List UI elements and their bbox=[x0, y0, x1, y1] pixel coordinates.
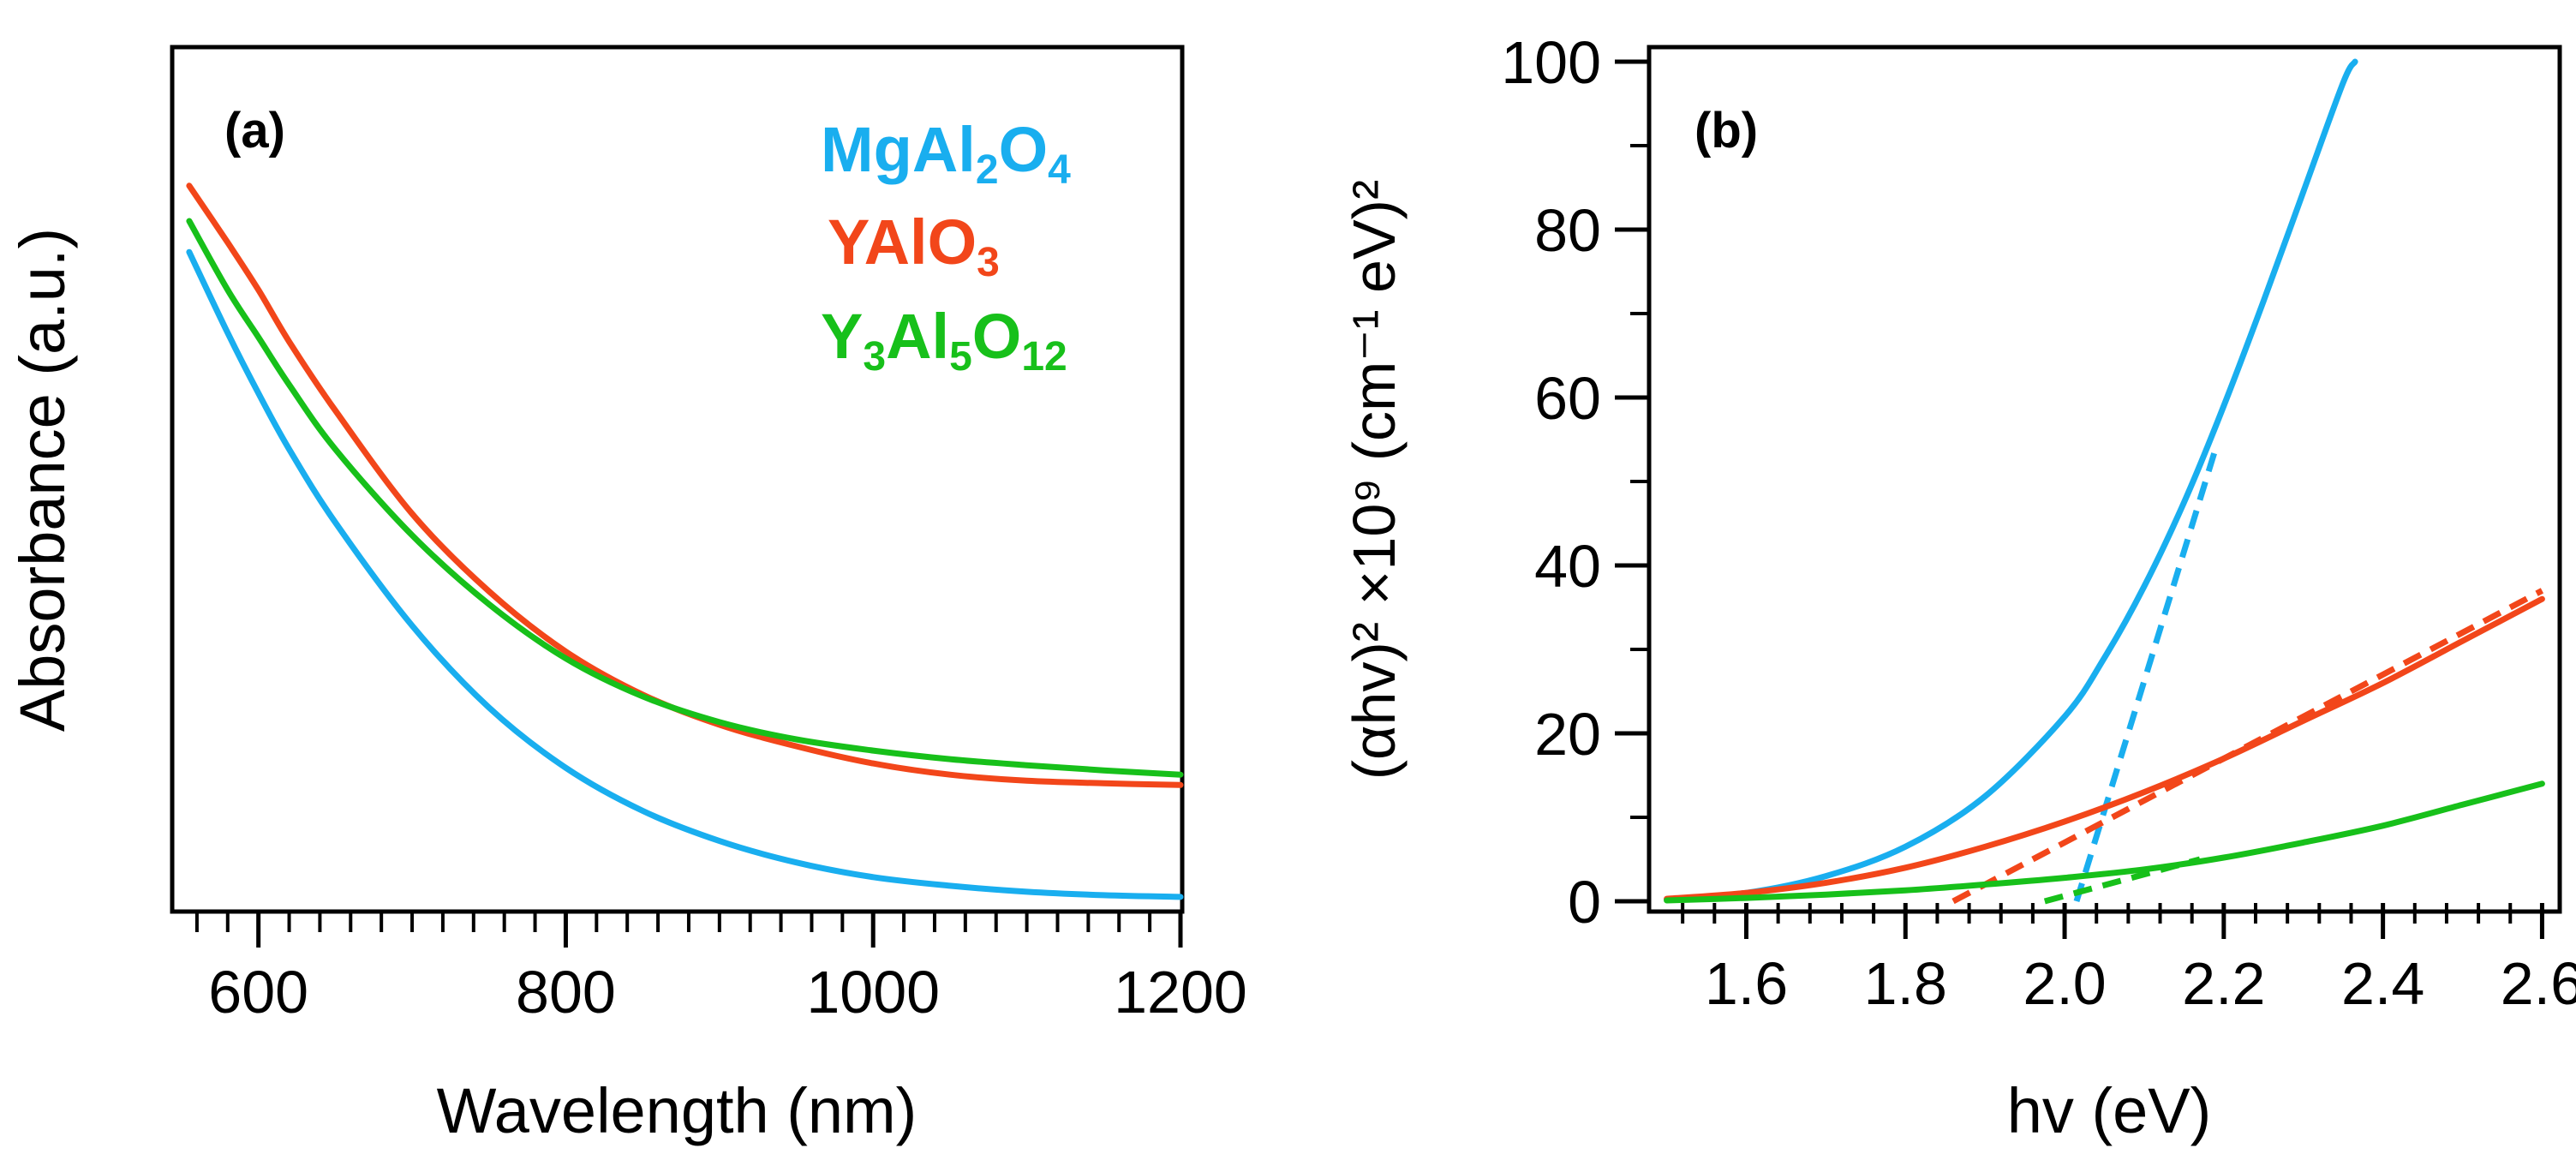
panel-a-y-axis-label: Absorbance (a.u.) bbox=[7, 228, 78, 732]
legend-mgal2o4-part2: O bbox=[999, 114, 1049, 185]
legend-entry-mgal2o4: MgAl2O4 bbox=[821, 114, 1071, 193]
panel-b-x-tick-label: 2.6 bbox=[2501, 950, 2576, 1017]
panel-b: 1.6 1.8 2.0 2.2 2.4 2.6 0 20 40 60 80 100 (b) hv (… bbox=[1341, 29, 2576, 1146]
fit-line-mgal2o4-fit bbox=[2073, 446, 2219, 903]
legend-y3al5o12-sub2: 5 bbox=[949, 334, 972, 380]
panel-b-x-tick-label: 1.6 bbox=[1705, 950, 1788, 1017]
panel-b-label: (b) bbox=[1694, 103, 1758, 158]
legend-yalo3-sub1: 3 bbox=[977, 240, 1000, 285]
panel-a-curves bbox=[186, 182, 1184, 900]
legend-mgal2o4-part1: MgAl bbox=[821, 114, 976, 185]
panel-b-x-tick-label: 2.2 bbox=[2182, 950, 2265, 1017]
panel-b-x-tick-label: 1.8 bbox=[1864, 950, 1947, 1017]
panel-b-y-tick-label: 60 bbox=[1534, 365, 1601, 432]
panel-b-curves bbox=[1664, 58, 2545, 904]
panel-b-x-tick-label: 2.0 bbox=[2023, 950, 2106, 1017]
legend-y3al5o12-part1: Y bbox=[821, 301, 863, 372]
panel-a-series-mgal2o4 bbox=[186, 248, 1184, 900]
legend-entry-yalo3: YAlO3 bbox=[828, 206, 1000, 285]
panel-b-y-ticks: 0 20 40 60 80 100 bbox=[1501, 29, 1649, 936]
panel-a: 600 800 1000 1200 (a) Wavelength (nm) Absor… bbox=[7, 45, 1247, 1146]
panel-a-label: (a) bbox=[224, 103, 285, 158]
panel-b-y-tick-label: 0 bbox=[1568, 869, 1601, 936]
legend-entry-y3al5o12: Y3Al5O12 bbox=[821, 301, 1067, 380]
panel-b-y-tick-label: 40 bbox=[1534, 533, 1601, 600]
panel-b-y-axis-label: (αhv)² ×10⁹ (cm⁻¹ eV)² bbox=[1341, 180, 1408, 780]
legend-y3al5o12-sub1: 3 bbox=[863, 334, 886, 380]
panel-b-x-ticks: 1.6 1.8 2.0 2.2 2.4 2.6 bbox=[1681, 903, 2576, 1017]
panel-a-x-tick-label: 1200 bbox=[1114, 959, 1247, 1025]
legend: MgAl2O4 YAlO3 Y3Al5O12 bbox=[821, 114, 1071, 380]
panel-b-series-y3al5o12 bbox=[1664, 780, 2545, 904]
panel-b-series-yalo3 bbox=[1664, 595, 2545, 902]
panel-b-y-tick-label: 100 bbox=[1501, 29, 1601, 96]
legend-mgal2o4-sub1: 2 bbox=[976, 147, 999, 193]
panel-b-x-axis-label: hv (eV) bbox=[2007, 1075, 2212, 1146]
legend-y3al5o12-part2: Al bbox=[886, 301, 949, 372]
panel-b-series-mgal2o4 bbox=[1664, 58, 2358, 903]
legend-y3al5o12-part3: O bbox=[972, 301, 1022, 372]
panel-a-x-tick-label: 600 bbox=[208, 959, 308, 1025]
panel-a-x-axis-label: Wavelength (nm) bbox=[437, 1075, 917, 1146]
panel-b-y-tick-label: 80 bbox=[1534, 197, 1601, 264]
panel-b-frame bbox=[1647, 45, 2562, 914]
legend-yalo3-part1: YAlO bbox=[828, 206, 977, 278]
panel-b-fit-lines bbox=[1951, 446, 2544, 905]
panel-a-x-tick-label: 800 bbox=[516, 959, 616, 1025]
panel-b-x-tick-label: 2.4 bbox=[2341, 950, 2424, 1017]
panel-a-x-tick-label: 1000 bbox=[806, 959, 940, 1025]
panel-a-frame bbox=[170, 45, 1185, 914]
panel-b-y-tick-label: 20 bbox=[1534, 701, 1601, 768]
panel-a-series-y3al5o12 bbox=[186, 218, 1184, 778]
legend-mgal2o4-sub2: 4 bbox=[1048, 147, 1071, 193]
legend-y3al5o12-sub3: 12 bbox=[1021, 334, 1067, 380]
panel-a-series-yalo3 bbox=[186, 182, 1184, 788]
panel-a-x-ticks: 600 800 1000 1200 bbox=[194, 912, 1247, 1025]
